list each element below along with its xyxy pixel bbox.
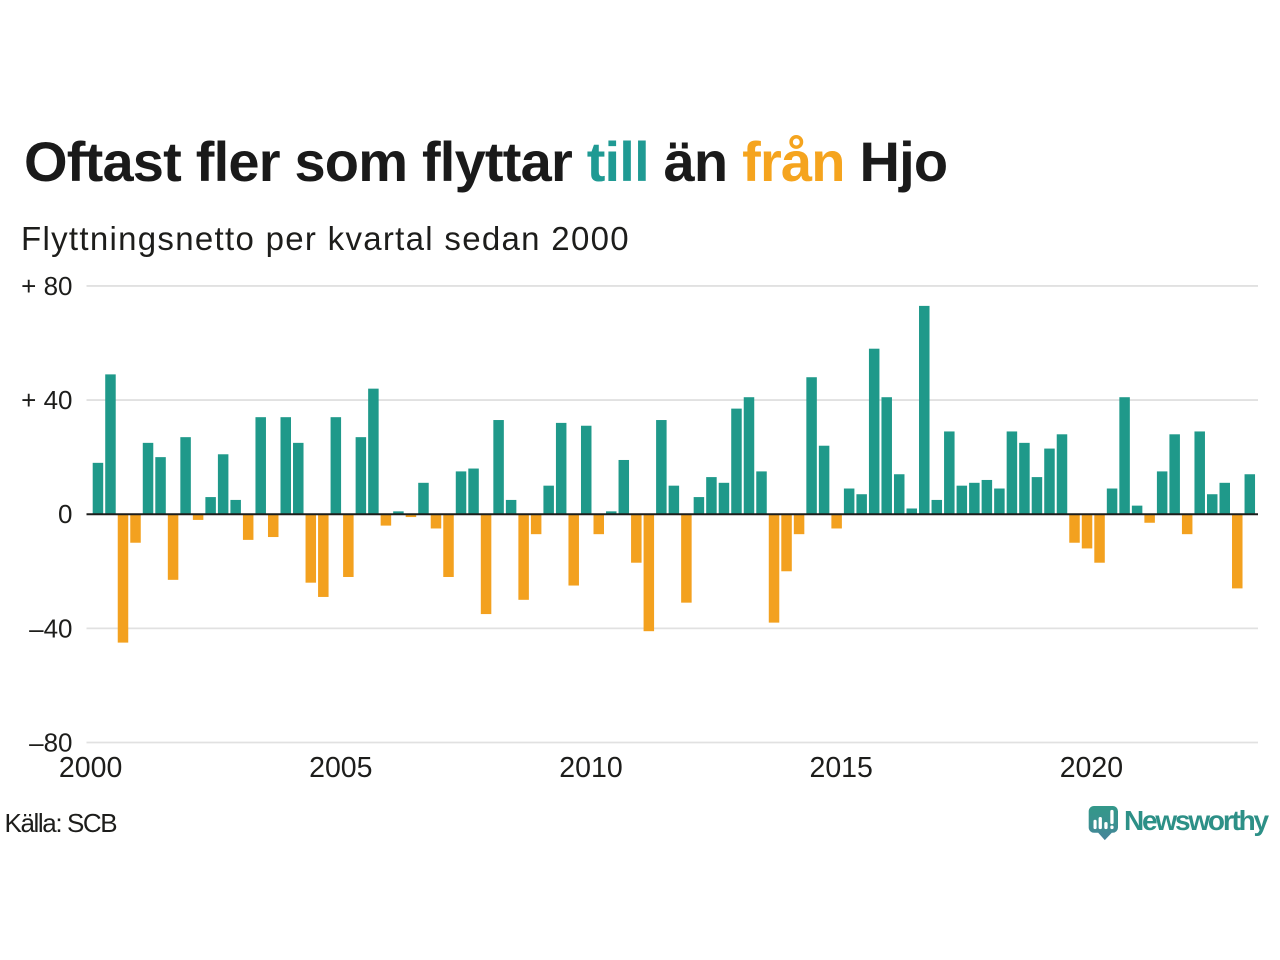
svg-text:–40: –40 bbox=[29, 613, 72, 643]
svg-text:Oftast fler som flyttar till ä: Oftast fler som flyttar till än från Hjo bbox=[24, 130, 947, 193]
svg-text:0: 0 bbox=[58, 499, 72, 529]
svg-text:2000: 2000 bbox=[59, 752, 122, 784]
svg-text:Källa: SCB: Källa: SCB bbox=[5, 808, 117, 838]
svg-text:–80: –80 bbox=[29, 727, 72, 757]
svg-text:2005: 2005 bbox=[309, 752, 372, 784]
svg-text:+ 80: + 80 bbox=[21, 271, 72, 301]
svg-text:Newsworthy: Newsworthy bbox=[1124, 805, 1270, 836]
svg-text:2010: 2010 bbox=[559, 752, 622, 784]
svg-text:Flyttningsnetto per kvartal se: Flyttningsnetto per kvartal sedan 2000 bbox=[21, 220, 630, 257]
svg-text:2020: 2020 bbox=[1060, 752, 1123, 784]
svg-text:2015: 2015 bbox=[809, 752, 872, 784]
svg-text:+ 40: + 40 bbox=[21, 385, 72, 415]
